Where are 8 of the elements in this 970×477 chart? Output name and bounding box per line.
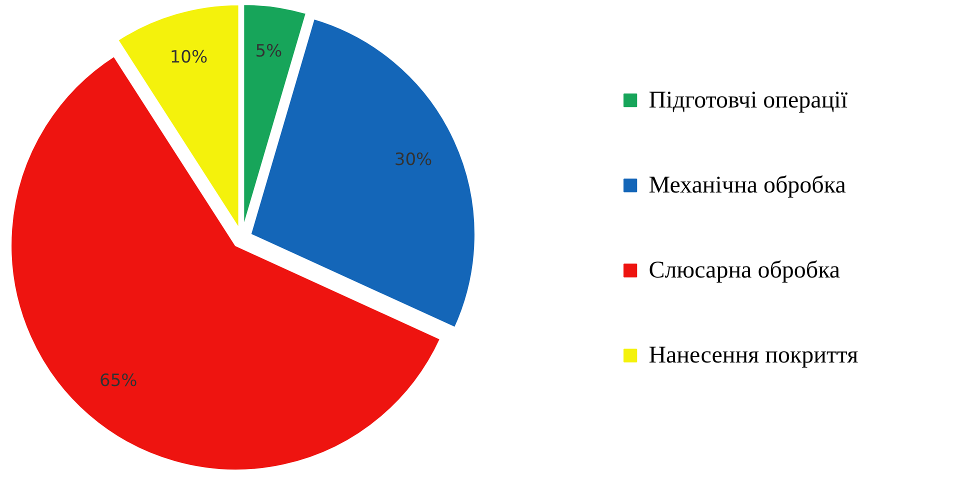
data-label: 30% (394, 150, 432, 170)
legend-label: Механічна обробка (648, 172, 846, 198)
legend-label: Підготовчі операції (648, 87, 848, 114)
legend-label: Слюсарна обробка (648, 258, 840, 284)
data-label: 65% (100, 370, 138, 391)
data-label: 10% (170, 47, 208, 68)
data-label: 5% (255, 42, 282, 62)
legend-label: Нанесення покриття (648, 342, 858, 369)
